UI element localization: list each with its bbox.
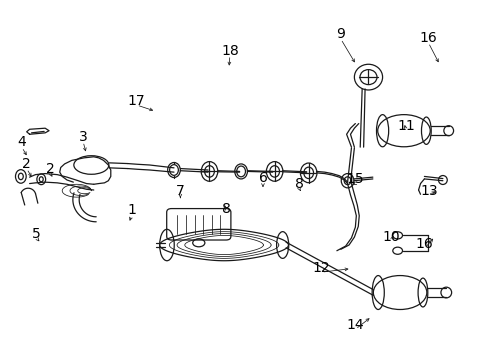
Text: 15: 15 — [346, 172, 364, 186]
Text: 4: 4 — [18, 135, 26, 149]
Text: 16: 16 — [419, 31, 436, 45]
Text: 14: 14 — [346, 318, 364, 332]
Text: 6: 6 — [258, 171, 267, 185]
Text: 10: 10 — [382, 230, 399, 244]
Text: 5: 5 — [32, 226, 41, 240]
Text: 1: 1 — [127, 203, 136, 217]
Text: 16: 16 — [415, 237, 432, 251]
Text: 3: 3 — [79, 130, 87, 144]
Text: 11: 11 — [396, 119, 414, 133]
Text: 9: 9 — [336, 27, 345, 41]
Text: 8: 8 — [294, 176, 303, 190]
Text: 12: 12 — [312, 261, 329, 275]
Text: 18: 18 — [221, 44, 238, 58]
Text: 13: 13 — [420, 184, 437, 198]
Text: 17: 17 — [127, 94, 145, 108]
Text: 7: 7 — [176, 184, 184, 198]
Text: 2: 2 — [22, 157, 31, 171]
Text: 2: 2 — [45, 162, 54, 176]
Text: 8: 8 — [221, 202, 230, 216]
